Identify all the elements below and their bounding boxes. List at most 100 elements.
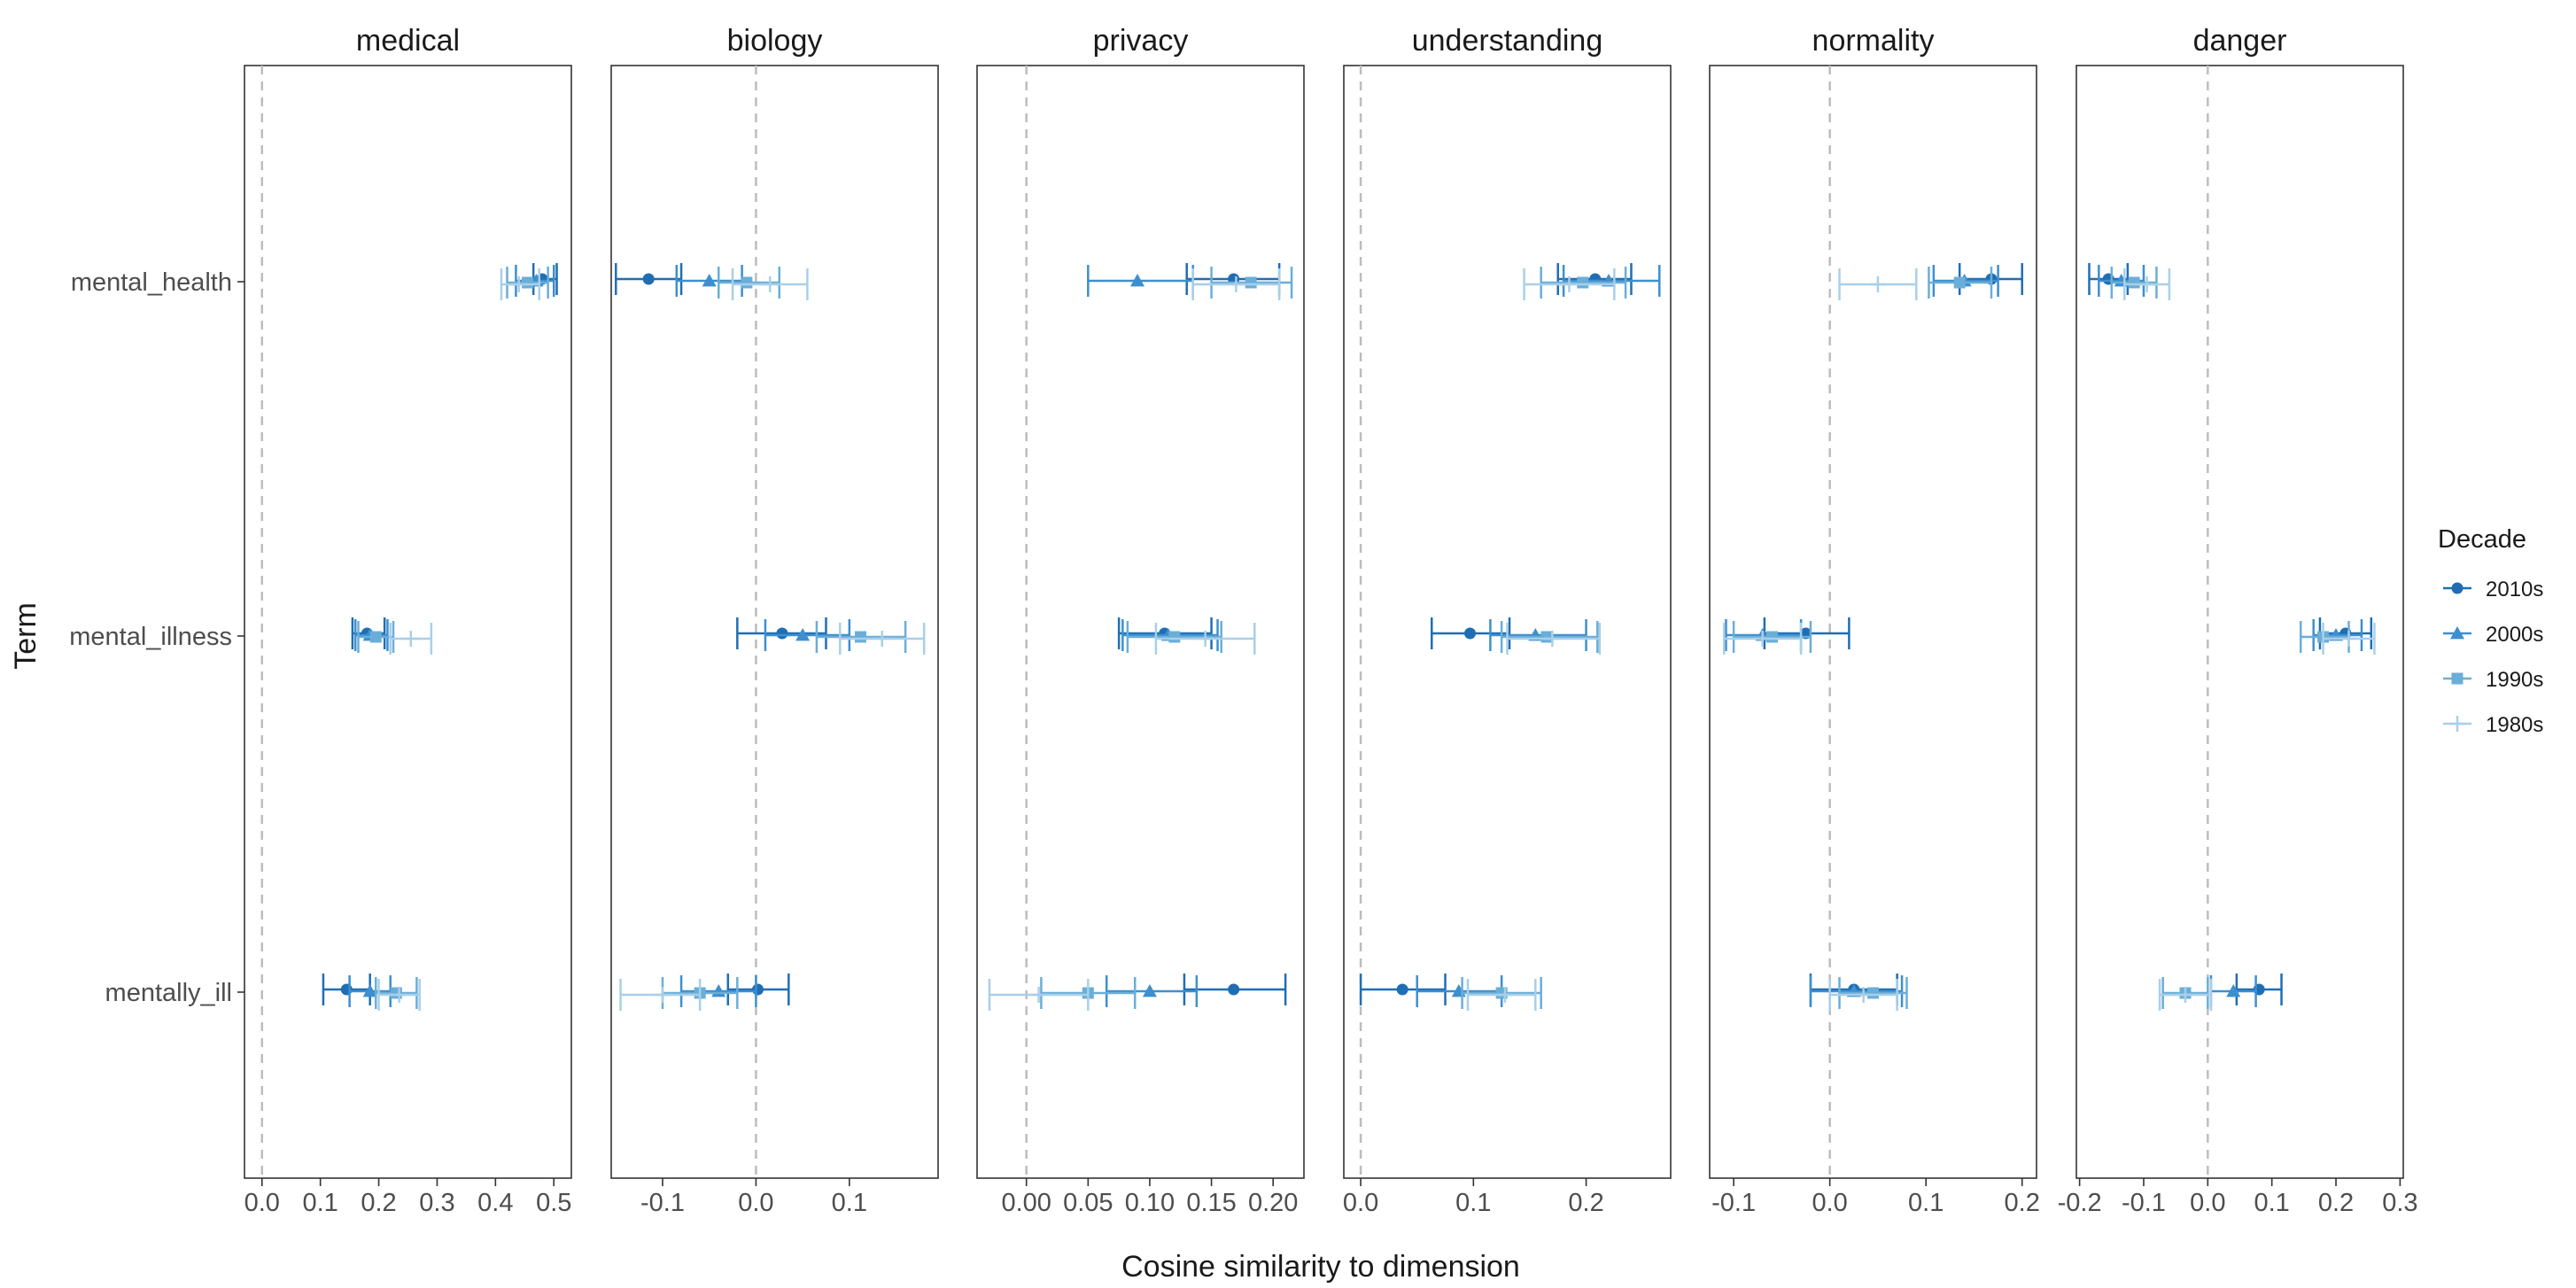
legend-key-marker xyxy=(2451,672,2463,685)
point-understanding-mentally_ill-1980s xyxy=(1496,987,1513,1003)
errorbar-understanding-mentally_ill-1980s xyxy=(1466,979,1537,1011)
point-privacy-mentally_ill-1980s xyxy=(1030,987,1047,1003)
errorbar-privacy-mentally_ill-1980s xyxy=(988,979,1090,1011)
point-understanding-mental_illness-2010s xyxy=(1464,627,1477,640)
x-tick-label: 0.0 xyxy=(1812,1189,1847,1217)
errorbar-medical-mental_health-1980s xyxy=(500,268,541,300)
point-normality-mental_health-1990s xyxy=(1953,276,1966,289)
point-normality-mental_health-1980s xyxy=(1869,276,1886,292)
errorbar-biology-mental_illness-2010s xyxy=(736,617,827,649)
errorbar-privacy-mental_health-2000s xyxy=(1087,265,1194,297)
facet-understanding: understanding 0.0 0.1 0.2 xyxy=(1343,24,1672,1217)
x-tick-label: 0.3 xyxy=(419,1189,454,1217)
legend-item-2000s: 2000s xyxy=(2443,623,2543,647)
errorbar-normality-mental_health-1990s xyxy=(1928,267,1993,299)
point-danger-mental_health-1990s xyxy=(2128,276,2140,289)
facet-danger: danger -0.2 -0.1 0.0 0.1 0.2 0.3 xyxy=(2058,24,2418,1217)
errorbar-medical-mentally_ill-2010s xyxy=(322,974,371,1005)
point-danger-mental_health-1980s xyxy=(2138,276,2155,292)
point-medical-mental_health-1980s xyxy=(510,276,527,292)
x-tick-label: 0.1 xyxy=(1455,1189,1491,1217)
errorbar-understanding-mental_health-1980s xyxy=(1523,268,1616,300)
errorbar-understanding-mental_illness-1990s xyxy=(1500,621,1599,653)
point-medical-mental_illness-1990s xyxy=(369,631,382,643)
facet-title-privacy: privacy xyxy=(1093,24,1189,58)
errorbar-privacy-mental_health-1980s xyxy=(1191,268,1281,300)
point-medical-mental_health-1990s xyxy=(522,276,534,289)
errorbar-danger-mentally_ill-1980s xyxy=(2158,979,2213,1011)
legend-key-marker xyxy=(2450,626,2464,640)
point-danger-mental_illness-1980s xyxy=(2340,631,2357,647)
x-tick-label: 0.0 xyxy=(738,1189,773,1217)
legend-item-1980s: 1980s xyxy=(2443,713,2543,737)
legend-title: Decade xyxy=(2438,525,2526,554)
errorbar-privacy-mental_illness-2010s xyxy=(1117,617,1213,649)
x-tick-label: 0.1 xyxy=(1908,1189,1944,1217)
x-tick-label: 0.0 xyxy=(244,1189,280,1217)
legend-key-marker xyxy=(2451,582,2463,594)
point-medical-mentally_ill-1990s xyxy=(390,987,402,999)
facet-title-biology: biology xyxy=(727,24,823,58)
point-biology-mental_illness-1990s xyxy=(854,631,866,643)
errorbar-danger-mentally_ill-2010s xyxy=(2235,974,2283,1005)
errorbar-medical-mental_illness-1980s xyxy=(389,623,433,655)
x-tick-label: 0.1 xyxy=(2254,1189,2290,1217)
errorbar-danger-mental_health-1980s xyxy=(2123,268,2171,300)
y-axis: mental_health mental_illness mentally_ill xyxy=(69,268,244,1007)
panel-border-biology xyxy=(610,65,939,1179)
point-danger-mentally_ill-2000s xyxy=(2226,984,2241,997)
errorbar-understanding-mental_illness-1980s xyxy=(1506,623,1602,655)
panel-border-danger xyxy=(2076,65,2404,1179)
point-biology-mental_health-1990s xyxy=(741,276,753,289)
errorbar-biology-mental_illness-1990s xyxy=(815,621,907,653)
x-tick-label: 0.00 xyxy=(1001,1189,1051,1217)
panel-border-medical xyxy=(244,65,572,1179)
errorbar-biology-mental_illness-2000s xyxy=(764,619,851,651)
panel-border-privacy xyxy=(976,65,1305,1179)
point-medical-mentally_ill-2000s xyxy=(362,984,377,997)
point-biology-mentally_ill-2010s xyxy=(752,983,764,996)
point-privacy-mental_health-1990s xyxy=(1245,276,1257,289)
legend-label: 1980s xyxy=(2486,713,2543,737)
x-tick-label: 0.0 xyxy=(1343,1189,1378,1217)
point-biology-mental_illness-2000s xyxy=(795,628,811,641)
x-tick-label: 0.2 xyxy=(2318,1189,2354,1217)
x-tick-label: 0.1 xyxy=(302,1189,338,1217)
errorbar-medical-mentally_ill-1990s xyxy=(375,977,418,1009)
facet-title-medical: medical xyxy=(356,24,460,58)
y-tick-label-mentally_ill: mentally_ill xyxy=(105,979,232,1007)
errorbar-understanding-mentally_ill-2010s xyxy=(1359,974,1447,1005)
errorbar-danger-mental_health-1990s xyxy=(2110,267,2158,299)
panel-border-normality xyxy=(1709,65,2037,1179)
point-biology-mental_illness-2010s xyxy=(776,627,788,640)
point-biology-mentally_ill-1980s xyxy=(654,987,671,1003)
facet-biology: biology -0.1 0.0 0.1 xyxy=(610,24,939,1217)
point-privacy-mentally_ill-2010s xyxy=(1228,983,1240,996)
x-tick-label: 0.0 xyxy=(2190,1189,2225,1217)
x-tick-label: 0.5 xyxy=(536,1189,571,1217)
legend-item-2010s: 2010s xyxy=(2443,578,2543,601)
point-privacy-mental_illness-1980s xyxy=(1197,631,1214,647)
errorbar-understanding-mental_illness-2000s xyxy=(1489,619,1587,651)
errorbar-danger-mental_illness-1990s xyxy=(2299,621,2350,653)
point-privacy-mental_health-1980s xyxy=(1228,276,1245,292)
errorbar-normality-mentally_ill-1980s xyxy=(1828,979,1898,1011)
y-tick-label-mental_illness: mental_illness xyxy=(69,623,232,651)
errorbar-normality-mental_health-2000s xyxy=(1932,265,1999,297)
x-tick-label: 0.15 xyxy=(1186,1189,1236,1217)
point-understanding-mental_illness-1980s xyxy=(1544,631,1561,647)
errorbar-medical-mentally_ill-1980s xyxy=(377,979,421,1011)
errorbar-privacy-mental_illness-1980s xyxy=(1154,623,1256,655)
errorbar-normality-mentally_ill-2000s xyxy=(1809,975,1904,1007)
facet-title-understanding: understanding xyxy=(1412,24,1603,58)
x-tick-label: 0.2 xyxy=(2005,1189,2040,1217)
errorbar-normality-mental_illness-1990s xyxy=(1732,621,1812,653)
x-axis-title: Cosine similarity to dimension xyxy=(1121,1250,1520,1284)
errorbar-danger-mentally_ill-2000s xyxy=(2209,975,2257,1007)
x-tick-label: -0.2 xyxy=(2058,1189,2102,1217)
point-understanding-mental_illness-1990s xyxy=(1540,631,1553,643)
errorbar-biology-mentally_ill-2000s xyxy=(679,975,757,1007)
point-understanding-mentally_ill-2010s xyxy=(1396,983,1408,996)
errorbar-biology-mental_health-2000s xyxy=(675,265,743,297)
